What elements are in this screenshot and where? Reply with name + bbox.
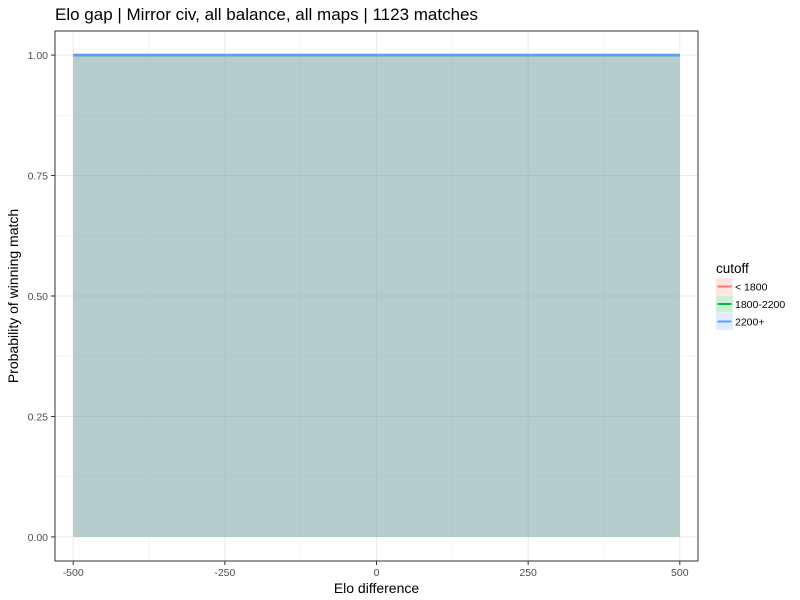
legend: cutoff < 1800 1800-2200 2200+ bbox=[716, 261, 785, 330]
legend-label: 1800-2200 bbox=[735, 299, 785, 311]
legend-label: < 1800 bbox=[735, 282, 768, 294]
ribbon-2200- bbox=[73, 55, 680, 537]
y-tick-label: 0.50 bbox=[28, 291, 49, 303]
ribbon-1800-2200 bbox=[73, 55, 680, 537]
x-axis-title: Elo difference bbox=[334, 580, 420, 596]
y-tick-label: 0.00 bbox=[28, 532, 49, 544]
legend-label: 2200+ bbox=[735, 317, 765, 329]
x-tick-label: 0 bbox=[374, 567, 380, 579]
ribbon--1800 bbox=[73, 55, 680, 537]
x-tick-label: 500 bbox=[671, 567, 689, 579]
legend-title: cutoff bbox=[716, 261, 749, 276]
y-tick-label: 1.00 bbox=[28, 50, 49, 62]
y-tick-label: 0.75 bbox=[28, 171, 49, 183]
x-tick-label: -250 bbox=[214, 567, 235, 579]
y-tick-label: 0.25 bbox=[28, 411, 49, 423]
x-tick-label: 250 bbox=[519, 567, 537, 579]
x-tick-label: -500 bbox=[63, 567, 84, 579]
legend-item: 2200+ bbox=[716, 313, 765, 330]
chart-title: Elo gap | Mirror civ, all balance, all m… bbox=[55, 5, 478, 24]
legend-item: 1800-2200 bbox=[716, 295, 785, 313]
x-axis: -500 -250 0 250 500 bbox=[63, 561, 689, 579]
y-axis: 0.00 0.25 0.50 0.75 1.00 bbox=[28, 50, 55, 544]
legend-item: < 1800 bbox=[716, 278, 768, 295]
y-axis-title: Probability of winning match bbox=[5, 209, 21, 383]
ribbons bbox=[73, 55, 680, 537]
